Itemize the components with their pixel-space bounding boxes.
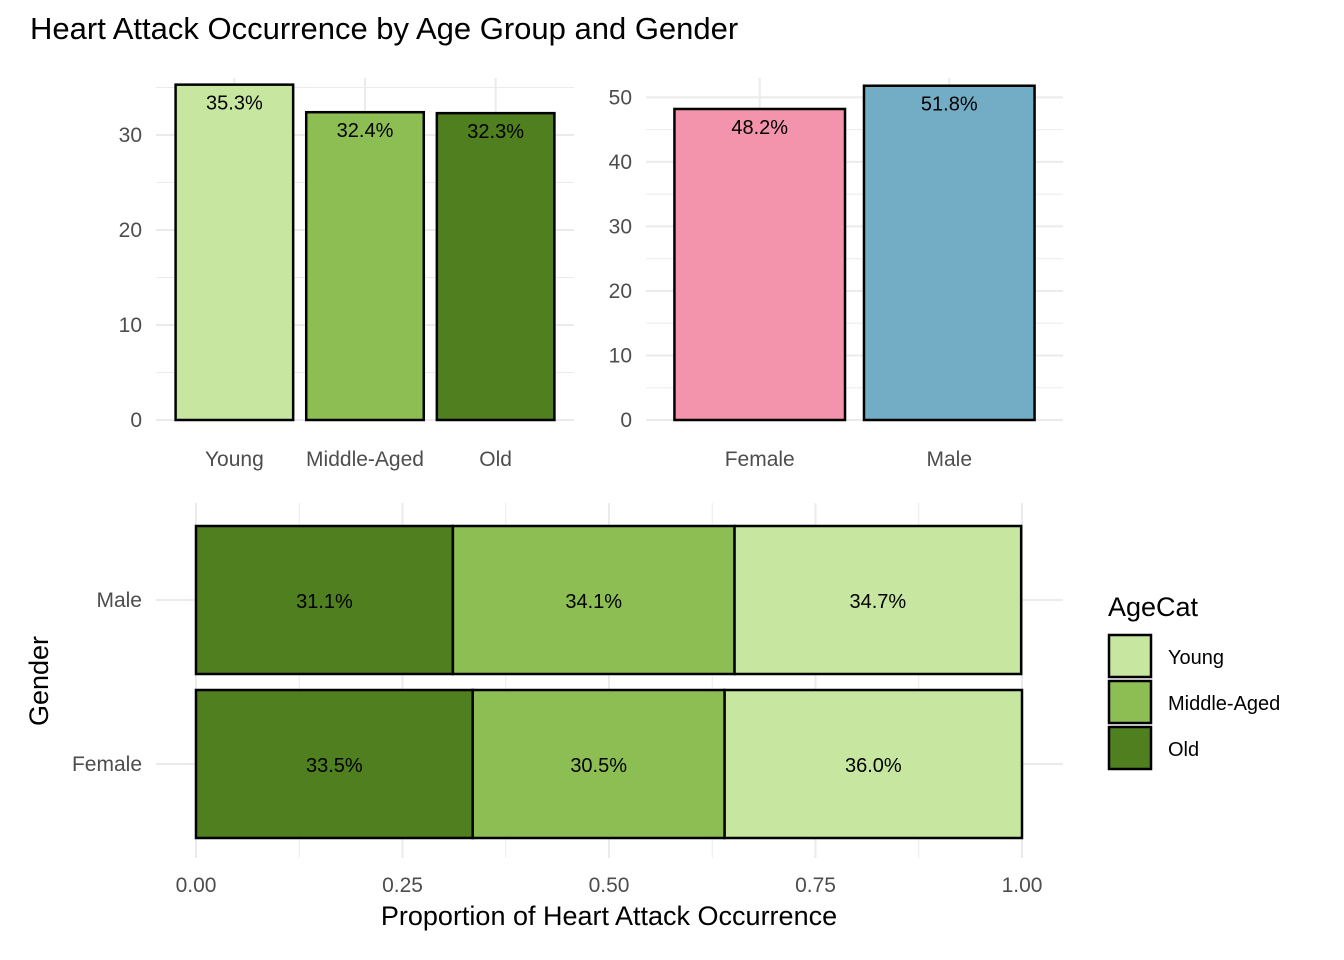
proportion-data-label: 31.1% xyxy=(296,591,353,613)
p2-y-tick-label: 40 xyxy=(609,151,632,174)
legend-title: AgeCat xyxy=(1108,592,1199,622)
gender-x-ticks: Female Male xyxy=(725,448,972,471)
legend-label: Middle-Aged xyxy=(1168,693,1280,715)
p2-y-tick-label: 50 xyxy=(609,86,632,109)
proportion-x-tick-label: 0.50 xyxy=(589,874,630,897)
proportion-y-ticks: Male Female xyxy=(72,589,142,776)
proportion-x-tick-label: 0.00 xyxy=(176,874,217,897)
age-group-bar-chart: 35.3% 32.4% 32.3% 0 10 20 30 Young Middle-Aged… xyxy=(119,78,574,471)
proportion-data-label: 34.1% xyxy=(565,591,622,613)
p1-data-label: 32.3% xyxy=(467,121,524,143)
proportion-x-axis-title: Proportion of Heart Attack Occurrence xyxy=(381,901,837,931)
p2-bar-female xyxy=(673,107,847,422)
p1-bar-old xyxy=(435,111,556,422)
p2-x-tick-label: Female xyxy=(725,448,795,471)
proportion-data-label: 33.5% xyxy=(306,755,363,777)
gender-data-labels: 48.2% 51.8% xyxy=(731,94,977,139)
age-group-data-labels: 35.3% 32.4% 32.3% xyxy=(206,93,524,143)
proportion-segment-female-old xyxy=(194,688,474,840)
proportion-segment-male-young xyxy=(733,524,1023,676)
p2-y-tick-label: 10 xyxy=(609,344,632,367)
p1-x-tick-label: Old xyxy=(479,448,512,471)
stacked-proportion-chart: 31.1% 34.1% 34.7% 33.5% 30.5% 36.0% Male Femal… xyxy=(24,503,1063,931)
proportion-x-tick-label: 0.25 xyxy=(382,874,423,897)
legend-swatch-young xyxy=(1107,633,1153,679)
proportion-bars xyxy=(194,524,1024,840)
age-group-x-ticks: Young Middle-Aged Old xyxy=(205,448,512,471)
proportion-y-tick-label: Male xyxy=(96,589,142,612)
agecat-legend: AgeCat Young Middle-Aged Old xyxy=(1107,592,1280,771)
figure-title: Heart Attack Occurrence by Age Group and… xyxy=(30,11,738,46)
legend-label: Young xyxy=(1168,647,1224,669)
p2-y-tick-label: 0 xyxy=(620,409,632,432)
proportion-segment-female-young xyxy=(723,688,1024,840)
proportion-segment-female-middle-aged xyxy=(471,688,726,840)
legend-label: Old xyxy=(1168,739,1199,761)
p1-data-label: 35.3% xyxy=(206,93,263,115)
p1-x-tick-label: Middle-Aged xyxy=(306,448,424,471)
proportion-x-tick-label: 0.75 xyxy=(795,874,836,897)
p1-x-tick-label: Young xyxy=(205,448,264,471)
p2-data-label: 51.8% xyxy=(921,94,978,116)
proportion-data-label: 36.0% xyxy=(845,755,902,777)
p1-bar-middle-aged xyxy=(304,110,426,422)
p1-y-tick-label: 30 xyxy=(119,124,142,147)
p1-y-tick-label: 10 xyxy=(119,314,142,337)
gender-y-ticks: 0 10 20 30 40 50 xyxy=(609,86,632,432)
p1-y-tick-label: 20 xyxy=(119,219,142,242)
p1-data-label: 32.4% xyxy=(337,120,394,142)
p2-x-tick-label: Male xyxy=(927,448,973,471)
age-group-y-ticks: 0 10 20 30 xyxy=(119,124,142,432)
gender-bars xyxy=(673,84,1036,422)
p2-y-tick-label: 20 xyxy=(609,280,632,303)
legend-swatch-old xyxy=(1107,725,1153,771)
p1-y-tick-label: 0 xyxy=(130,409,142,432)
proportion-y-axis-title: Gender xyxy=(24,636,54,726)
proportion-y-tick-label: Female xyxy=(72,753,142,776)
proportion-segment-male-old xyxy=(194,524,455,676)
gender-bar-chart: 48.2% 51.8% 0 10 20 30 40 50 Female Male xyxy=(609,78,1063,471)
age-group-bars xyxy=(174,83,556,422)
legend-swatch-middle-aged xyxy=(1107,679,1153,725)
p2-data-label: 48.2% xyxy=(731,117,788,139)
proportion-x-tick-label: 1.00 xyxy=(1002,874,1043,897)
proportion-data-label: 34.7% xyxy=(850,591,907,613)
p1-bar-young xyxy=(174,83,295,422)
p2-bar-male xyxy=(862,84,1036,422)
p2-y-tick-label: 30 xyxy=(609,215,632,238)
proportion-x-ticks: 0.00 0.25 0.50 0.75 1.00 xyxy=(176,874,1043,897)
proportion-data-label: 30.5% xyxy=(570,755,627,777)
proportion-data-labels: 31.1% 34.1% 34.7% 33.5% 30.5% 36.0% xyxy=(296,591,906,777)
